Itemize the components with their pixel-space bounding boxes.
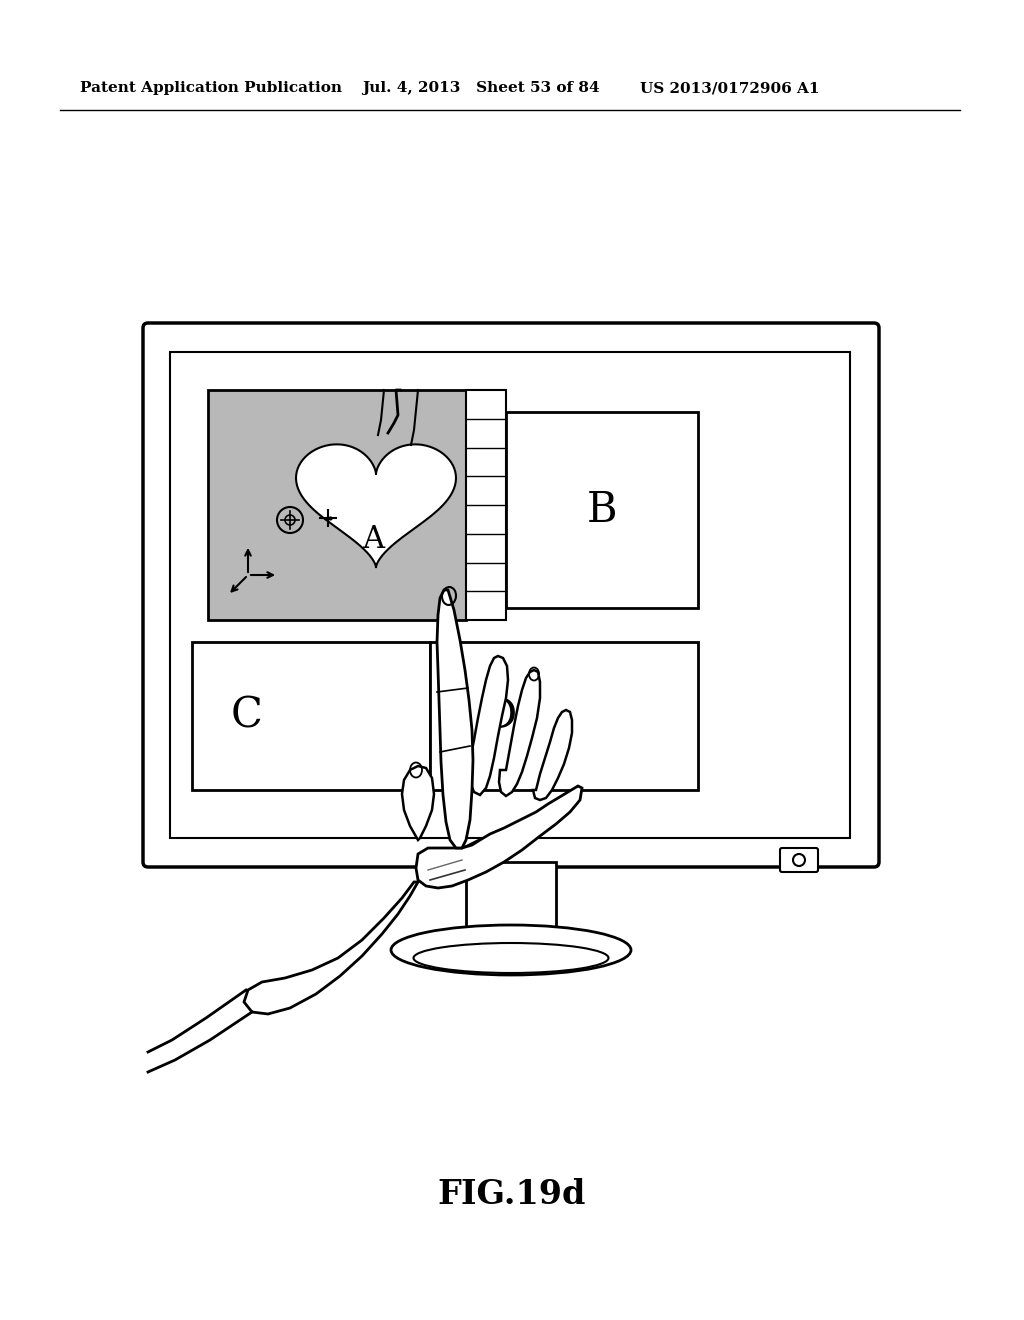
Text: Patent Application Publication: Patent Application Publication bbox=[80, 81, 342, 95]
Text: Jul. 4, 2013   Sheet 53 of 84: Jul. 4, 2013 Sheet 53 of 84 bbox=[362, 81, 600, 95]
Text: A: A bbox=[361, 524, 384, 556]
Polygon shape bbox=[534, 710, 572, 800]
Text: US 2013/0172906 A1: US 2013/0172906 A1 bbox=[640, 81, 819, 95]
Polygon shape bbox=[416, 785, 582, 888]
Text: C: C bbox=[231, 696, 263, 737]
Bar bbox=[430, 642, 698, 789]
Polygon shape bbox=[469, 656, 508, 795]
Polygon shape bbox=[402, 766, 434, 840]
Bar bbox=[170, 352, 850, 838]
Bar bbox=[208, 389, 466, 620]
Polygon shape bbox=[296, 445, 456, 568]
Bar bbox=[466, 862, 556, 931]
Polygon shape bbox=[244, 882, 418, 1014]
FancyBboxPatch shape bbox=[780, 847, 818, 873]
Text: 1100: 1100 bbox=[618, 354, 660, 371]
Bar bbox=[506, 412, 698, 609]
Text: D: D bbox=[483, 696, 517, 737]
Ellipse shape bbox=[391, 925, 631, 975]
Text: B: B bbox=[587, 488, 617, 531]
Bar bbox=[193, 642, 430, 789]
Text: FIG.19d: FIG.19d bbox=[438, 1179, 586, 1212]
Polygon shape bbox=[499, 671, 540, 796]
Ellipse shape bbox=[414, 942, 608, 973]
Polygon shape bbox=[437, 590, 473, 847]
Bar bbox=[466, 389, 506, 620]
FancyBboxPatch shape bbox=[143, 323, 879, 867]
